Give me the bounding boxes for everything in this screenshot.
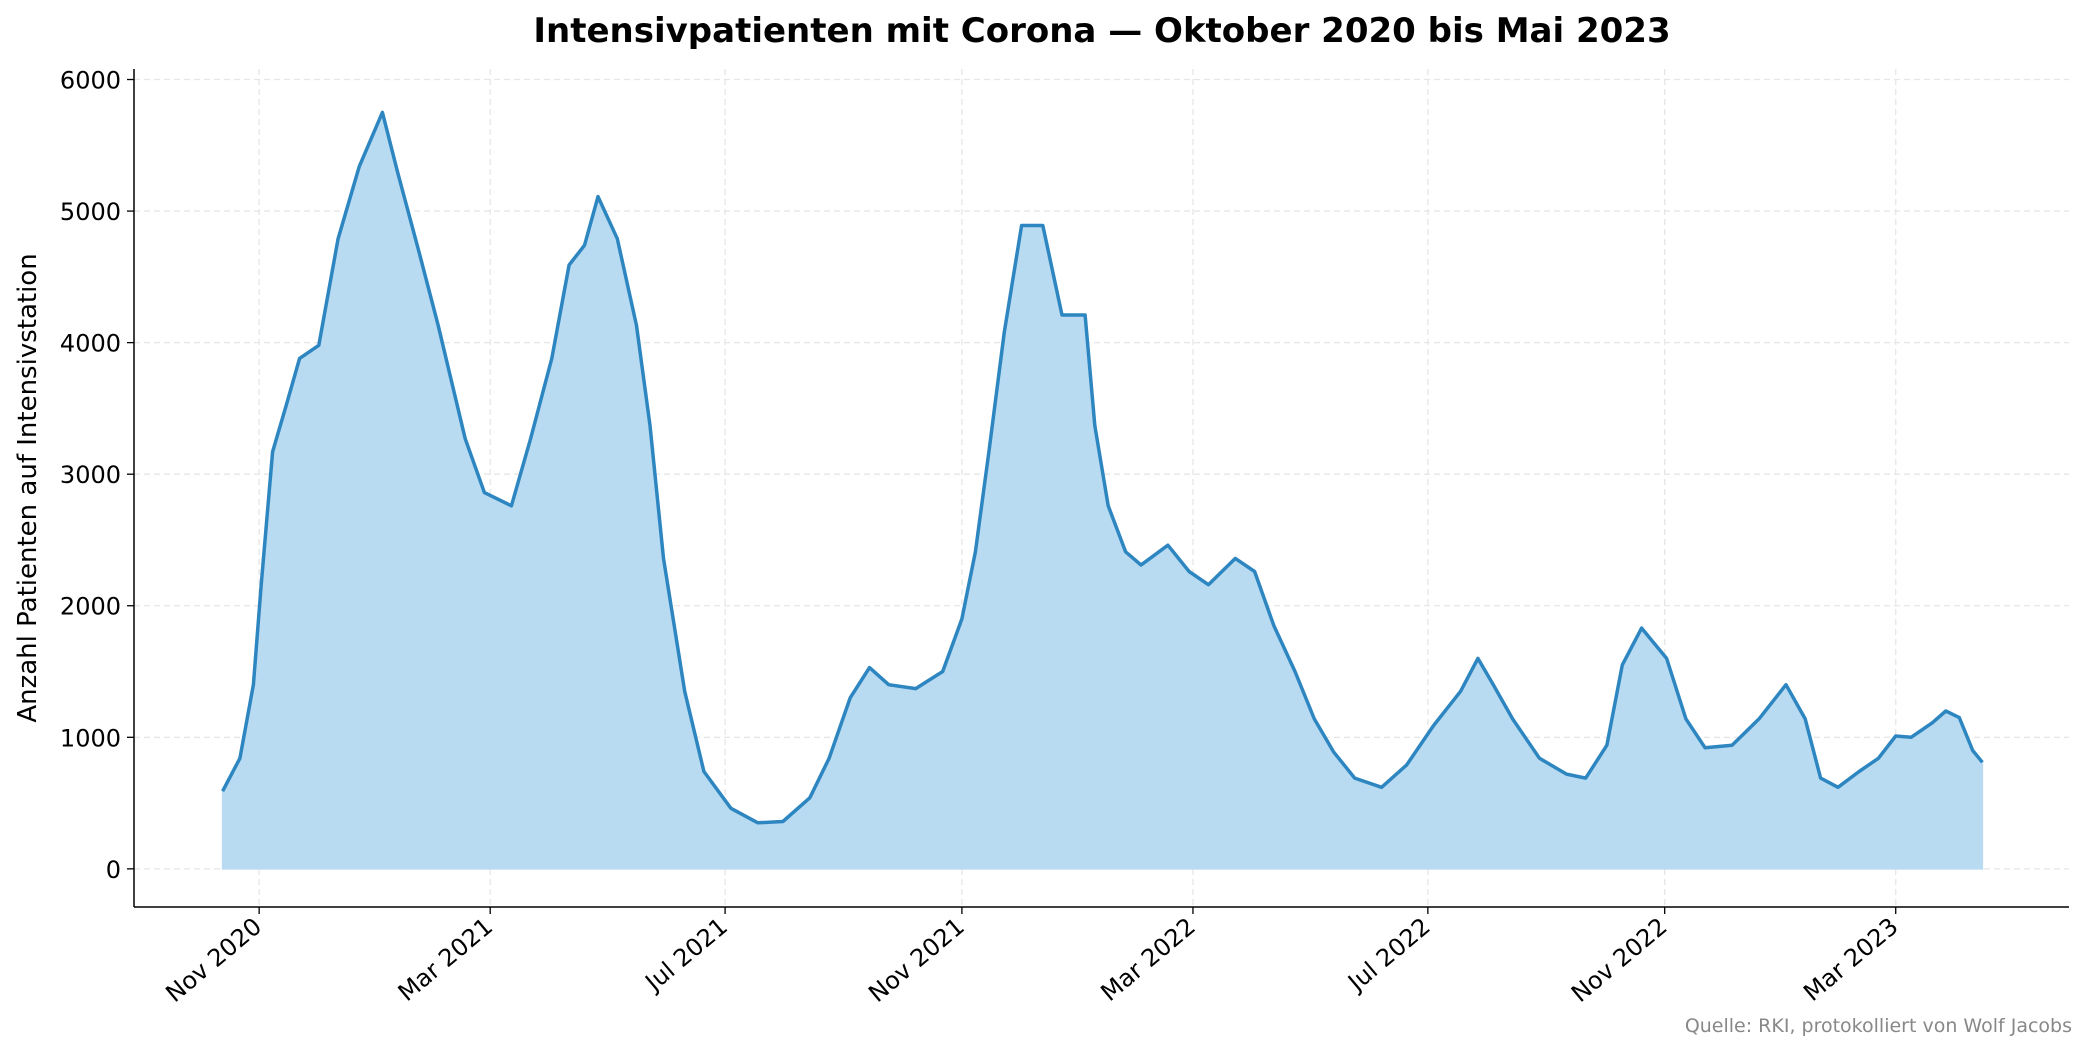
y-tick-label: 6000 — [60, 67, 121, 95]
y-tick-label: 3000 — [60, 461, 121, 489]
x-tick-label: Nov 2022 — [1566, 912, 1673, 1008]
x-tick-label: Jul 2022 — [1341, 912, 1435, 998]
y-tick-label: 1000 — [60, 724, 121, 752]
x-tick-label: Nov 2020 — [160, 912, 267, 1008]
y-tick-label: 0 — [106, 856, 121, 884]
y-tick-label: 4000 — [60, 330, 121, 358]
line — [221, 110, 1984, 825]
x-tick-label: Mar 2022 — [1095, 912, 1200, 1007]
x-tick-label: Mar 2023 — [1798, 912, 1903, 1007]
y-tick-label: 2000 — [60, 593, 121, 621]
x-tick-label: Jul 2021 — [639, 912, 733, 998]
area — [221, 110, 1984, 870]
x-tick-label: Mar 2021 — [393, 912, 498, 1007]
x-tick-label: Nov 2021 — [863, 912, 970, 1008]
y-axis-label: Anzahl Patienten auf Intensivstation — [13, 253, 43, 722]
source-note: Quelle: RKI, protokolliert von Wolf Jaco… — [1685, 1015, 2072, 1037]
chart-title: Intensivpatienten mit Corona — Oktober 2… — [533, 11, 1670, 51]
y-tick-label: 5000 — [60, 198, 121, 226]
